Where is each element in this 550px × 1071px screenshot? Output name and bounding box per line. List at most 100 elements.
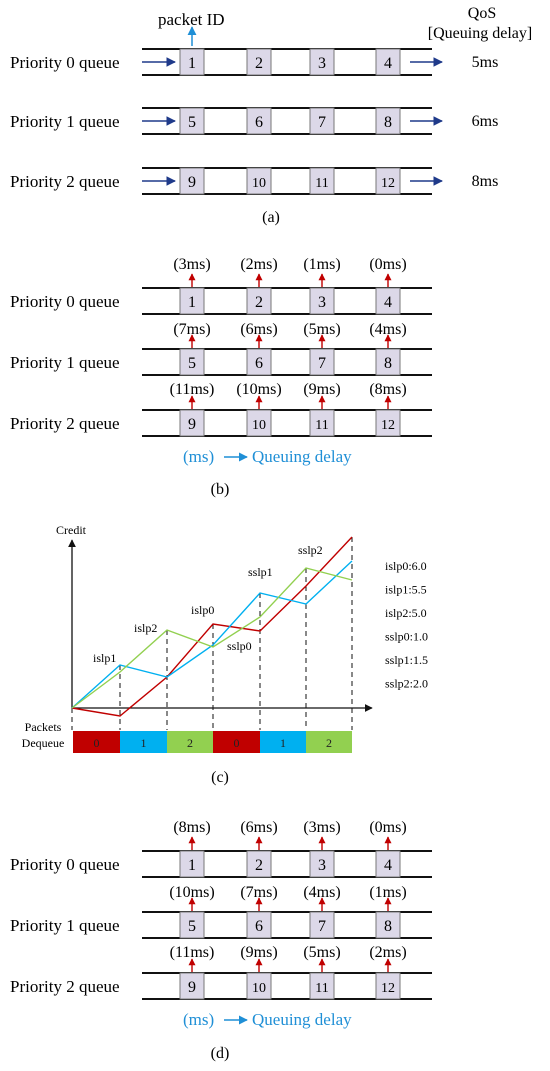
packet-box (309, 409, 335, 437)
dequeue-time-dashes (71, 537, 353, 730)
packet-box (246, 287, 272, 315)
panel-a-queues: Priority 0 queue 1 2 3 4 5ms Priority 1 queue 5… (10, 48, 499, 195)
credit-axis-label: Credit (56, 523, 87, 537)
packet-box (309, 972, 335, 1000)
packet-box (309, 167, 335, 195)
packet-box (375, 911, 401, 939)
packet-box (246, 107, 272, 135)
legend-queuing-delay: Queuing delay (252, 1010, 352, 1029)
packet-id: 12 (381, 981, 395, 996)
panel-d-queues: Priority 0 queue 1 (8ms) 2 (6ms) 3 (3ms) 4 (0ms)… (10, 819, 432, 1000)
delay-value: (3ms) (173, 256, 210, 273)
qos-value: 5ms (472, 54, 499, 71)
delay-value: (0ms) (369, 819, 406, 836)
packet-id: 5 (188, 114, 196, 131)
packet-id: 10 (252, 176, 266, 191)
dequeue-slot-label: 0 (234, 736, 240, 750)
queue-row: Priority 1 queue 5 (7ms) 6 (6ms) 7 (5ms) 8 (4ms) (10, 321, 432, 376)
packet-box (375, 287, 401, 315)
packet-box (309, 107, 335, 135)
annotation-islp2: islp2 (134, 621, 157, 635)
credit-annotations: islp1 islp2 islp0 sslp0 sslp1 sslp2 (93, 543, 323, 665)
dequeue-slot (306, 731, 352, 753)
dequeue-slot-label: 2 (326, 736, 332, 750)
parameter-list: islp0:6.0 islp1:5.5 islp2:5.0 sslp0:1.0 sslp… (385, 559, 428, 691)
packet-box (179, 911, 205, 939)
packet-id: 2 (255, 857, 263, 874)
dequeue-slot (213, 731, 260, 753)
queue-name: Priority 1 queue (10, 353, 120, 372)
packet-id: 2 (255, 294, 263, 311)
delay-value: (2ms) (369, 944, 406, 961)
annotation-islp0: islp0 (191, 603, 214, 617)
packet-id: 12 (381, 176, 395, 191)
packet-box (246, 348, 272, 376)
packet-box (179, 107, 205, 135)
packet-id: 5 (188, 355, 196, 372)
delay-value: (7ms) (173, 321, 210, 338)
credit-line-queue1 (71, 560, 353, 709)
parameter-entry: sslp0:1.0 (385, 630, 428, 644)
packet-box (179, 972, 205, 1000)
packet-box (375, 348, 401, 376)
parameter-entry: islp0:6.0 (385, 559, 427, 573)
panel-c: Credit islp1 islp2 islp0 sslp0 sslp1 ssl… (22, 523, 428, 786)
delay-value: (7ms) (240, 884, 277, 901)
packet-id: 6 (255, 114, 263, 131)
packet-box (375, 107, 401, 135)
qos-label: QoS (468, 5, 496, 22)
packet-box (375, 850, 401, 878)
packet-id: 11 (315, 176, 328, 191)
queue-name: Priority 2 queue (10, 414, 120, 433)
packet-id: 9 (188, 416, 196, 433)
caption-a: (a) (262, 209, 280, 226)
packet-id: 3 (318, 294, 326, 311)
packet-id: 6 (255, 918, 263, 935)
packet-id: 1 (188, 55, 196, 72)
delay-value: (10ms) (169, 884, 214, 901)
delay-value: (10ms) (236, 381, 281, 398)
delay-value: (6ms) (240, 819, 277, 836)
packet-id: 8 (384, 114, 392, 131)
packet-box (179, 348, 205, 376)
dequeue-slot (120, 731, 167, 753)
queue-name: Priority 0 queue (10, 292, 120, 311)
legend-queuing-delay: Queuing delay (252, 447, 352, 466)
panel-b-queues: Priority 0 queue 1 (3ms) 2 (2ms) 3 (1ms) 4 (0ms)… (10, 256, 432, 437)
packet-id: 8 (384, 355, 392, 372)
packet-box (246, 850, 272, 878)
queue-name: Priority 1 queue (10, 112, 120, 131)
dequeue-slot-label: 1 (141, 736, 147, 750)
annotation-islp1: islp1 (93, 651, 116, 665)
queue-row: Priority 2 queue 9 (11ms) 10 (10ms) 11 (9ms) 12… (10, 381, 432, 437)
dequeue-label-line1: Packets (25, 720, 62, 734)
packet-id: 9 (188, 174, 196, 191)
packet-id: 3 (318, 857, 326, 874)
delay-value: (1ms) (303, 256, 340, 273)
panel-d-legend: (ms) Queuing delay (183, 1010, 352, 1029)
packet-id: 11 (315, 418, 328, 433)
delay-value: (2ms) (240, 256, 277, 273)
packet-id: 7 (318, 355, 326, 372)
dequeue-slot-label: 0 (94, 736, 100, 750)
delay-value: (4ms) (369, 321, 406, 338)
packet-id: 1 (188, 857, 196, 874)
caption-d: (d) (211, 1045, 230, 1062)
caption-c: (c) (211, 769, 229, 786)
delay-value: (8ms) (173, 819, 210, 836)
panel-d: Priority 0 queue 1 (8ms) 2 (6ms) 3 (3ms) 4 (0ms)… (10, 819, 432, 1062)
parameter-entry: sslp2:2.0 (385, 677, 428, 691)
qos-sublabel: [Queuing delay] (428, 25, 532, 42)
packet-box (246, 972, 272, 1000)
delay-value: (8ms) (369, 381, 406, 398)
packet-box (375, 409, 401, 437)
packet-box (179, 287, 205, 315)
queue-row: Priority 0 queue 1 2 3 4 5ms (10, 48, 499, 76)
dequeue-slot (73, 731, 120, 753)
packet-box (375, 972, 401, 1000)
packet-box (309, 850, 335, 878)
delay-value: (4ms) (303, 884, 340, 901)
packet-box (375, 48, 401, 76)
legend-ms: (ms) (183, 1010, 214, 1029)
panel-b-legend: (ms) Queuing delay (183, 447, 352, 466)
